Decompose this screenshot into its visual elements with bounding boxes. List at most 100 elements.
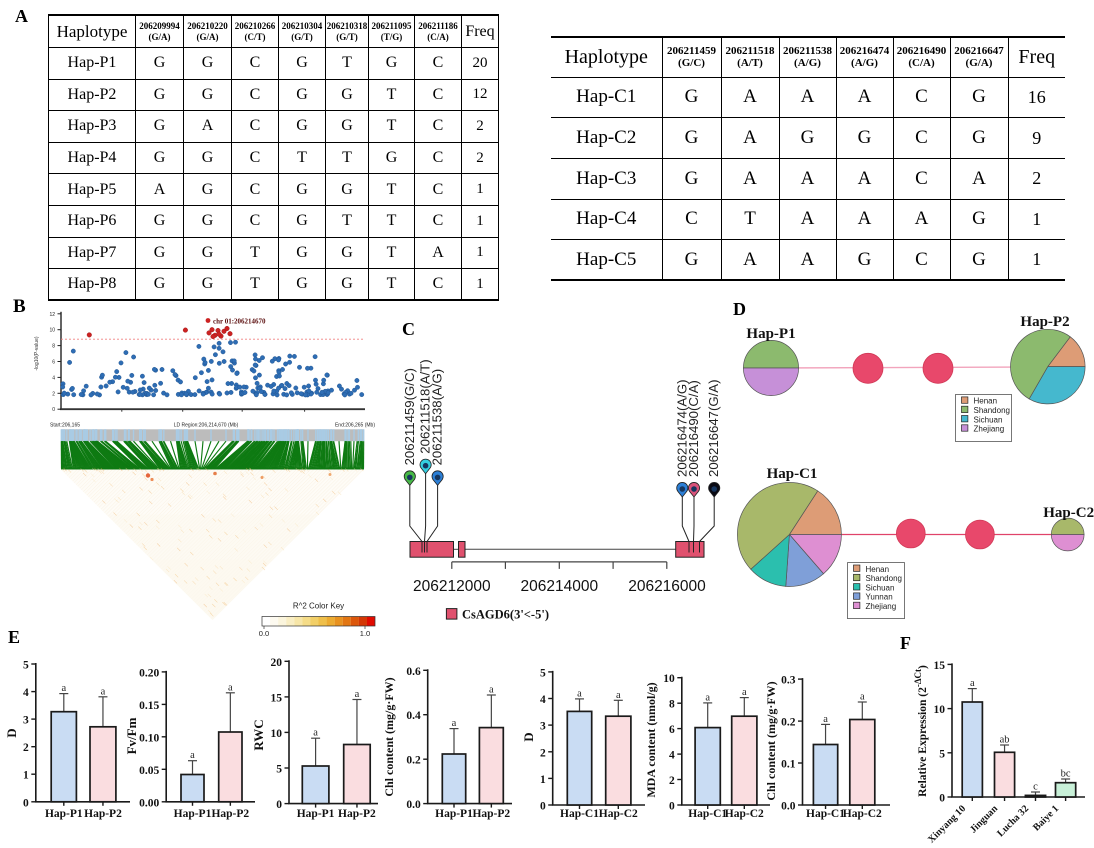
svg-text:0: 0 (669, 801, 675, 813)
svg-text:0: 0 (52, 407, 55, 413)
svg-text:206211518(A/T): 206211518(A/T) (418, 359, 433, 453)
svg-text:a: a (190, 750, 195, 761)
svg-text:Hap-C1: Hap-C1 (806, 808, 845, 820)
svg-text:a: a (577, 688, 582, 699)
svg-text:Lucha 32: Lucha 32 (995, 803, 1031, 839)
svg-text:Sichuan: Sichuan (866, 583, 895, 592)
svg-text:0.1: 0.1 (781, 759, 796, 771)
svg-text:12: 12 (49, 312, 55, 318)
svg-text:a: a (228, 682, 233, 693)
svg-text:ab: ab (1000, 735, 1010, 746)
svg-text:a: a (705, 692, 710, 703)
svg-text:4: 4 (23, 687, 29, 699)
svg-text:0.2: 0.2 (781, 717, 796, 729)
svg-text:a: a (61, 683, 66, 694)
svg-text:206216647(G/A): 206216647(G/A) (706, 379, 721, 477)
svg-text:10: 10 (663, 673, 675, 685)
svg-text:15: 15 (934, 660, 946, 672)
svg-text:Hap-P1: Hap-P1 (435, 808, 473, 820)
svg-text:3: 3 (23, 715, 29, 727)
svg-text:2: 2 (52, 391, 55, 397)
svg-text:6: 6 (52, 360, 55, 366)
svg-text:0.00: 0.00 (139, 797, 159, 809)
svg-text:Shandong: Shandong (974, 406, 1010, 415)
svg-text:a: a (489, 685, 494, 696)
svg-text:Hap-C1: Hap-C1 (767, 466, 818, 482)
svg-text:Hap-P1: Hap-P1 (746, 326, 795, 342)
svg-text:D: D (4, 728, 19, 737)
svg-text:Hap-P2: Hap-P2 (84, 808, 122, 820)
svg-text:Hap-C2: Hap-C2 (725, 808, 764, 820)
svg-text:8: 8 (669, 699, 675, 711)
svg-text:206216000: 206216000 (628, 578, 706, 595)
svg-text:8: 8 (52, 344, 55, 350)
svg-text:2: 2 (540, 747, 546, 759)
svg-text:0.0: 0.0 (781, 801, 796, 813)
svg-text:a: a (313, 728, 318, 739)
svg-text:Hap-P1: Hap-P1 (45, 808, 83, 820)
svg-text:0.20: 0.20 (139, 667, 159, 679)
svg-text:Sichuan: Sichuan (974, 415, 1003, 424)
svg-text:Chl content (mg/g·FW): Chl content (mg/g·FW) (764, 681, 778, 800)
svg-text:0.4: 0.4 (406, 710, 421, 722)
svg-text:206216490(C/A): 206216490(C/A) (686, 380, 701, 477)
svg-text:a: a (452, 718, 457, 729)
svg-text:Hap-P1: Hap-P1 (297, 808, 335, 820)
svg-text:15: 15 (271, 692, 283, 704)
svg-text:1: 1 (540, 774, 546, 786)
svg-text:RWC: RWC (251, 719, 266, 750)
svg-text:a: a (823, 714, 828, 725)
svg-text:c: c (1033, 782, 1038, 793)
svg-text:-log10(P-value): -log10(P-value) (34, 336, 40, 371)
svg-text:0.3: 0.3 (781, 675, 796, 687)
svg-text:Hap-C1: Hap-C1 (560, 808, 599, 820)
svg-text:20: 20 (271, 657, 283, 669)
svg-text:5: 5 (23, 660, 29, 672)
svg-text:D: D (521, 732, 536, 741)
svg-text:2: 2 (23, 742, 29, 754)
svg-text:Hap-C2: Hap-C2 (843, 808, 882, 820)
svg-text:Hap-P2: Hap-P2 (1020, 314, 1069, 330)
svg-text:Baiye 1: Baiye 1 (1031, 803, 1061, 833)
svg-text:Hap-C1: Hap-C1 (688, 808, 727, 820)
svg-text:0.15: 0.15 (139, 700, 159, 712)
svg-text:MDA content (nmol/g): MDA content (nmol/g) (644, 682, 658, 797)
svg-text:206211459(G/C): 206211459(G/C) (402, 368, 417, 465)
svg-text:a: a (355, 689, 360, 700)
svg-text:a: a (742, 687, 747, 698)
svg-text:5: 5 (276, 764, 282, 776)
svg-text:Start:206,165: Start:206,165 (50, 423, 80, 429)
svg-text:10: 10 (271, 728, 283, 740)
svg-text:Hap-C2: Hap-C2 (1043, 505, 1094, 521)
svg-text:Hap-P2: Hap-P2 (211, 808, 249, 820)
svg-text:0: 0 (540, 801, 546, 813)
svg-text:0.0: 0.0 (259, 629, 269, 638)
svg-text:1: 1 (23, 770, 29, 782)
svg-text:6: 6 (669, 724, 675, 736)
svg-text:4: 4 (52, 375, 55, 381)
svg-text:0.10: 0.10 (139, 732, 159, 744)
svg-text:0: 0 (939, 793, 945, 805)
svg-text:2: 2 (669, 775, 675, 787)
svg-text:Hap-P1: Hap-P1 (174, 808, 212, 820)
svg-text:206212000: 206212000 (413, 578, 491, 595)
svg-text:Yunnan: Yunnan (866, 593, 893, 602)
svg-text:a: a (101, 686, 106, 697)
svg-text:5: 5 (540, 667, 546, 679)
svg-text:chr 01:206214670: chr 01:206214670 (213, 318, 266, 326)
svg-text:Hap-P2: Hap-P2 (338, 808, 376, 820)
svg-text:206214000: 206214000 (521, 578, 599, 595)
svg-text:0: 0 (23, 797, 29, 809)
svg-text:Henan: Henan (974, 397, 998, 406)
svg-text:0.2: 0.2 (406, 755, 421, 767)
svg-text:Zhejiang: Zhejiang (866, 602, 897, 611)
svg-text:3: 3 (540, 721, 546, 733)
svg-text:Fv/Fm: Fv/Fm (124, 717, 139, 754)
svg-text:0.6: 0.6 (406, 666, 421, 678)
svg-text:Shandong: Shandong (866, 574, 902, 583)
svg-text:10: 10 (934, 704, 946, 716)
svg-text:Hap-P2: Hap-P2 (472, 808, 510, 820)
svg-text:Xinyang 10: Xinyang 10 (926, 803, 968, 845)
svg-text:206211538(A/G): 206211538(A/G) (430, 369, 445, 466)
svg-text:5: 5 (939, 748, 945, 760)
